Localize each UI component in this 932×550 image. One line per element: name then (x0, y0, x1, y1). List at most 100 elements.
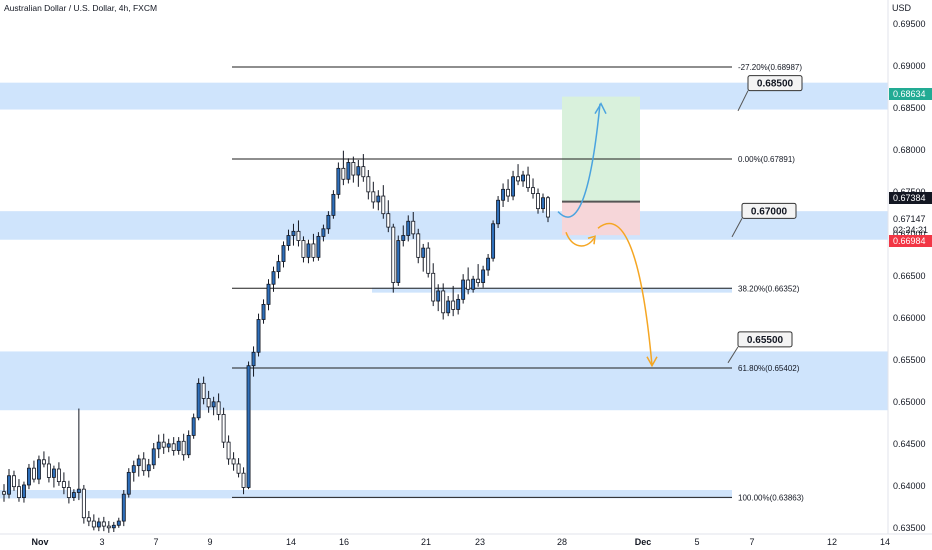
price-callouts[interactable]: 0.68500 0.67000 0.65500 (727, 75, 803, 364)
price-callout[interactable]: 0.65500 (727, 331, 793, 364)
time-tick: 14 (286, 537, 296, 547)
candle-body (156, 441, 161, 450)
candle-body (366, 176, 371, 193)
candle-body (96, 521, 101, 528)
candle-body (391, 226, 396, 283)
callout-label: 0.65500 (747, 335, 784, 346)
candle-body (476, 278, 481, 283)
support-resistance-zones (0, 82, 888, 499)
candle-body (41, 459, 46, 465)
callout-box (747, 75, 803, 92)
candle-body (411, 220, 416, 235)
price-tick-labels: 0.69500 0.69000 0.68500 0.68000 0.67500 0.670… (893, 19, 926, 533)
candle-body (486, 257, 491, 271)
price-tick: 0.68000 (893, 145, 926, 155)
callout-box (741, 202, 797, 219)
candle-body (71, 492, 76, 498)
candle-body (186, 435, 191, 456)
candle-body (316, 235, 321, 258)
candle-body (7, 475, 11, 495)
candle-body (276, 261, 281, 273)
candle-body (441, 290, 446, 314)
candle-body (271, 271, 276, 285)
callout-label: 0.68500 (757, 79, 794, 90)
candle-body (171, 443, 176, 451)
price-tick: 0.69500 (893, 19, 926, 29)
candle-body (111, 524, 116, 529)
time-tick: 9 (207, 537, 212, 547)
candle-body (176, 440, 181, 451)
candle-body (321, 228, 326, 237)
candle-body (416, 233, 421, 258)
candle-body (36, 459, 41, 480)
candle-body (331, 193, 336, 216)
time-tick: 3 (99, 537, 104, 547)
fibonacci-retracement[interactable]: -27.20%(0.68987) 0.00%(0.67891) 38.20%(0.6… (232, 63, 804, 502)
candle-body (231, 458, 236, 465)
candle-body (101, 521, 106, 527)
candle-body (351, 162, 356, 176)
candle-body (341, 167, 346, 180)
price-tick: 0.65500 (893, 355, 926, 365)
bullish-arrowhead (594, 102, 607, 115)
candle-body (541, 197, 545, 210)
time-tick: 16 (339, 537, 349, 547)
chart-title: Australian Dollar / U.S. Dollar, 4h, FXC… (4, 3, 157, 13)
candle-body (251, 351, 256, 367)
price-callout[interactable]: 0.67000 (731, 202, 797, 238)
price-tick: 0.68500 (893, 103, 926, 113)
candle-body (531, 187, 535, 194)
candle-body (201, 382, 206, 399)
time-axis[interactable]: Nov 3 7 9 14 16 21 23 28 Dec 5 7 12 14 (0, 533, 932, 547)
candle-body (216, 401, 221, 415)
zone-band (372, 287, 732, 293)
candle-body (146, 464, 151, 472)
time-tick: 5 (694, 537, 699, 547)
price-badge-label: 0.68634 (893, 89, 926, 99)
price-badge (889, 88, 932, 100)
candle-body (501, 188, 506, 201)
time-tick: Nov (31, 537, 48, 547)
candle-body (521, 174, 525, 182)
candle-body (301, 240, 306, 258)
fib-level-label: 0.00%(0.67891) (738, 155, 795, 164)
candle-body (106, 525, 111, 529)
candle-body (27, 467, 31, 486)
time-tick: 12 (827, 537, 837, 547)
candle-body (66, 487, 71, 498)
candle-body (296, 230, 301, 241)
candle-body (51, 468, 56, 478)
candle-body (471, 278, 476, 290)
candle-body (376, 195, 381, 203)
price-badge-label: 0.66984 (893, 236, 926, 246)
fib-level-label: 100.00%(0.63863) (738, 493, 804, 502)
candle-body (281, 245, 286, 262)
candle-body (361, 166, 366, 178)
time-tick: 21 (421, 537, 431, 547)
price-badge (889, 192, 932, 204)
candle-body (86, 517, 91, 522)
callout-leader (737, 90, 749, 112)
time-tick: Dec (635, 537, 652, 547)
long-position-tool[interactable] (562, 96, 640, 236)
candle-body (466, 279, 471, 290)
candle-body (246, 365, 251, 488)
candle-body (121, 493, 126, 522)
candle-body (46, 463, 51, 478)
candle-body (261, 303, 266, 320)
price-tick: 0.66500 (893, 271, 926, 281)
candle-body (326, 214, 331, 230)
candle-body (456, 298, 461, 310)
candlestick-series (2, 150, 550, 533)
time-tick-labels: Nov 3 7 9 14 16 21 23 28 Dec 5 7 12 14 (31, 537, 890, 547)
price-axis[interactable]: USD 0.695000.690000.685000.680000.675000… (887, 0, 932, 550)
candle-body (346, 162, 351, 180)
candle-body (431, 272, 436, 302)
price-badge-label: 0.67147 (893, 214, 926, 224)
bearish-projection-arrow (597, 222, 653, 366)
candle-body (311, 243, 316, 258)
price-callout[interactable]: 0.68500 (737, 75, 803, 112)
candle-body (116, 520, 121, 526)
